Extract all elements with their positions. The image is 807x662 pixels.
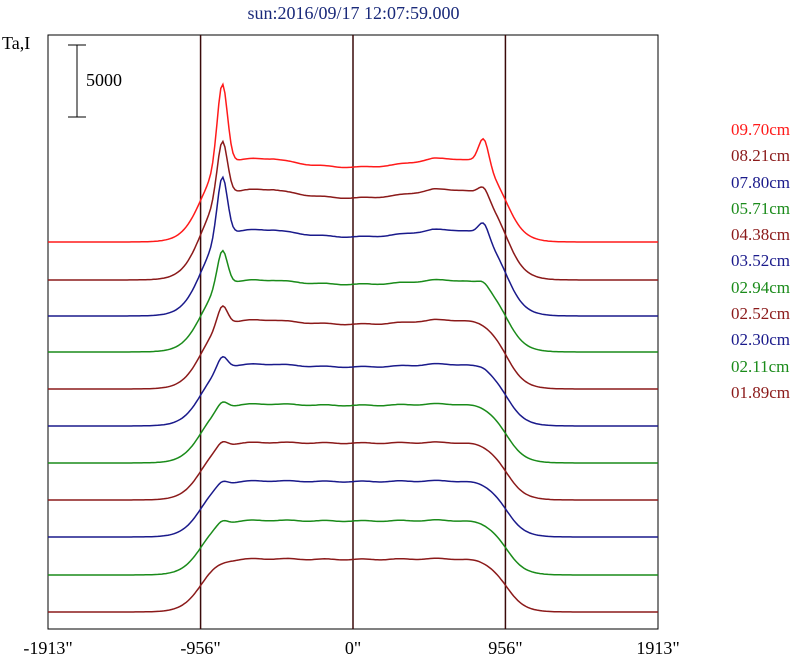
x-tick-label: 956" — [488, 638, 523, 658]
series-line-02.30cm — [48, 479, 658, 538]
legend-entry: 08.21cm — [731, 146, 791, 166]
y-axis-label: Ta,I — [2, 33, 31, 53]
series-line-03.52cm — [48, 355, 658, 427]
reference-lines — [199, 35, 507, 629]
legend-entry: 05.71cm — [731, 198, 791, 218]
series-line-02.11cm — [48, 519, 658, 576]
legend-entry: 01.89cm — [731, 382, 791, 402]
series-line-04.38cm — [48, 305, 658, 390]
legend-entry: 03.52cm — [731, 251, 791, 271]
legend: 09.70cm 08.21cm 07.80cm 05.71cm 04.38cm 03.52… — [731, 117, 790, 406]
series-line-02.52cm — [48, 440, 658, 501]
legend-entry: 02.52cm — [731, 304, 791, 324]
scale-bar-label: 5000 — [86, 70, 122, 90]
series-line-02.94cm — [48, 401, 658, 464]
legend-entry: 02.11cm — [731, 356, 790, 376]
legend-entry: 04.38cm — [731, 225, 791, 245]
x-tick-label: 1913" — [636, 638, 680, 658]
x-tick-label: 0" — [344, 638, 362, 658]
chart-title: sun:2016/09/17 12:07:59.000 — [247, 3, 460, 23]
series-line-05.71cm — [48, 249, 658, 353]
legend-entry: 02.94cm — [731, 277, 791, 297]
series-line-09.70cm — [48, 82, 658, 243]
legend-entry: 02.30cm — [731, 330, 791, 350]
scale-bar — [68, 44, 86, 118]
series-curves — [48, 82, 658, 613]
legend-entry: 09.70cm — [731, 120, 791, 139]
legend-entry: 07.80cm — [731, 172, 791, 192]
x-tick-label: -956" — [180, 638, 221, 658]
x-tick-label: -1913" — [23, 638, 73, 658]
series-line-07.80cm — [48, 175, 658, 317]
series-line-08.21cm — [48, 139, 658, 281]
series-line-01.89cm — [48, 557, 658, 613]
